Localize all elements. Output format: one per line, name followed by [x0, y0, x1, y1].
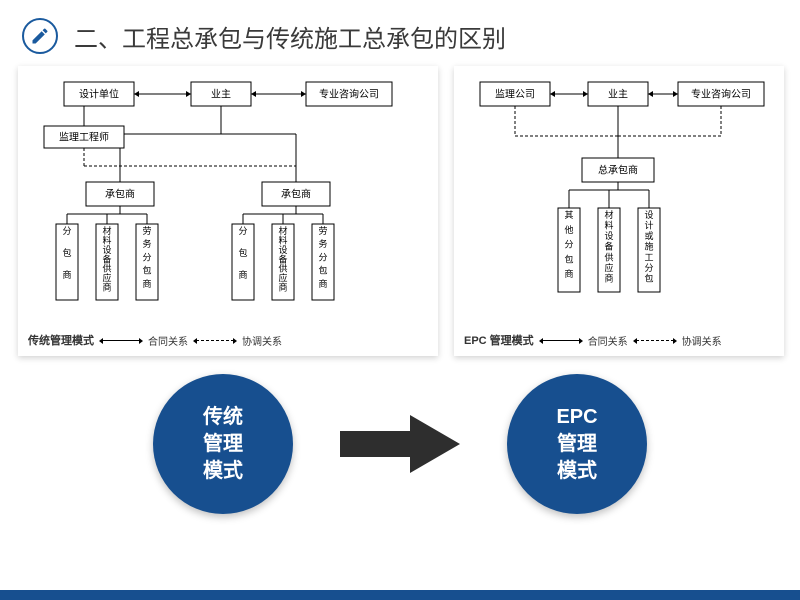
svg-text:总承包商: 总承包商 — [598, 164, 638, 177]
svg-text:监理公司: 监理公司 — [495, 88, 535, 101]
svg-text:分: 分 — [318, 252, 327, 262]
svg-text:计: 计 — [644, 220, 653, 231]
svg-text:备: 备 — [102, 253, 111, 264]
circle1-l1: 传统 — [203, 404, 243, 431]
legend-right: EPC 管理模式 合同关系 协调关系 — [464, 332, 774, 348]
svg-text:包: 包 — [564, 253, 573, 264]
circle1-l2: 管理 — [203, 431, 243, 458]
legend-title: EPC 管理模式 — [464, 332, 534, 348]
svg-text:商: 商 — [142, 278, 151, 289]
bottom-row: 传统 管理 模式 EPC 管理 模式 — [0, 374, 800, 514]
svg-text:商: 商 — [604, 272, 613, 283]
svg-text:其: 其 — [564, 210, 573, 220]
svg-text:应: 应 — [278, 272, 287, 283]
svg-text:料: 料 — [604, 220, 613, 231]
diagram-traditional: 设计单位业主专业咨询公司监理工程师承包商承包商分包商材料设备供应商劳务分包商分包… — [18, 66, 438, 356]
diagram-left-svg: 设计单位业主专业咨询公司监理工程师承包商承包商分包商材料设备供应商劳务分包商分包… — [26, 72, 430, 327]
legend-solid-icon — [102, 340, 140, 341]
svg-text:材: 材 — [604, 209, 613, 220]
svg-text:工: 工 — [644, 252, 653, 262]
circle2-l3: 模式 — [557, 458, 597, 485]
legend-left: 传统管理模式 合同关系 协调关系 — [28, 332, 428, 348]
svg-text:商: 商 — [62, 269, 71, 280]
svg-text:备: 备 — [278, 253, 287, 264]
svg-text:承包商: 承包商 — [105, 188, 135, 201]
svg-text:劳: 劳 — [318, 225, 327, 236]
legend-dash-label: 协调关系 — [242, 333, 282, 348]
svg-text:包: 包 — [238, 247, 247, 258]
svg-text:施: 施 — [644, 241, 653, 252]
svg-text:分: 分 — [564, 240, 573, 250]
svg-text:备: 备 — [604, 241, 613, 252]
svg-text:商: 商 — [318, 278, 327, 289]
legend-dash-icon — [636, 340, 674, 341]
circle-traditional: 传统 管理 模式 — [153, 374, 293, 514]
svg-text:应: 应 — [604, 262, 613, 273]
svg-text:业主: 业主 — [608, 89, 628, 101]
svg-text:设: 设 — [644, 210, 653, 220]
circle2-l2: 管理 — [557, 431, 597, 458]
svg-text:分: 分 — [142, 252, 151, 262]
header: 二、工程总承包与传统施工总承包的区别 — [0, 0, 800, 66]
svg-text:料: 料 — [278, 234, 287, 245]
svg-text:监理工程师: 监理工程师 — [59, 131, 109, 144]
svg-text:包: 包 — [318, 265, 327, 276]
svg-text:包: 包 — [62, 247, 71, 258]
svg-text:供: 供 — [604, 251, 613, 262]
diagram-right-svg: 监理公司业主专业咨询公司总承包商其他分包商材料设备供应商设计或施工分包 — [462, 72, 776, 327]
svg-text:劳: 劳 — [142, 225, 151, 236]
svg-text:承包商: 承包商 — [281, 188, 311, 201]
svg-text:商: 商 — [102, 282, 111, 293]
svg-text:务: 务 — [318, 238, 327, 249]
svg-text:分: 分 — [238, 226, 247, 236]
svg-text:分: 分 — [644, 263, 653, 273]
svg-text:包: 包 — [142, 265, 151, 276]
svg-text:他: 他 — [564, 224, 573, 235]
svg-text:务: 务 — [142, 238, 151, 249]
arrow-right-icon — [335, 409, 465, 479]
legend-solid-label: 合同关系 — [148, 333, 188, 348]
diagram-epc: 监理公司业主专业咨询公司总承包商其他分包商材料设备供应商设计或施工分包 EPC … — [454, 66, 784, 356]
page-title: 二、工程总承包与传统施工总承包的区别 — [74, 19, 506, 54]
svg-text:业主: 业主 — [211, 89, 231, 101]
svg-text:设: 设 — [604, 231, 613, 241]
svg-text:材: 材 — [102, 225, 111, 236]
circle2-l1: EPC — [556, 404, 597, 431]
svg-text:应: 应 — [102, 272, 111, 283]
pencil-circle-icon — [22, 18, 58, 54]
svg-text:商: 商 — [564, 268, 573, 279]
svg-text:供: 供 — [278, 263, 287, 274]
svg-text:分: 分 — [62, 226, 71, 236]
svg-text:商: 商 — [278, 282, 287, 293]
legend-dash-label: 协调关系 — [682, 333, 722, 348]
diagrams-row: 设计单位业主专业咨询公司监理工程师承包商承包商分包商材料设备供应商劳务分包商分包… — [0, 66, 800, 356]
svg-text:商: 商 — [238, 269, 247, 280]
legend-dash-icon — [196, 340, 234, 341]
footer-bar — [0, 590, 800, 600]
svg-text:料: 料 — [102, 234, 111, 245]
svg-text:专业咨询公司: 专业咨询公司 — [691, 88, 751, 101]
circle1-l3: 模式 — [203, 458, 243, 485]
svg-text:专业咨询公司: 专业咨询公司 — [319, 88, 379, 101]
legend-solid-label: 合同关系 — [588, 333, 628, 348]
legend-title: 传统管理模式 — [28, 332, 94, 348]
svg-text:设计单位: 设计单位 — [79, 88, 119, 101]
svg-text:供: 供 — [102, 263, 111, 274]
legend-solid-icon — [542, 340, 580, 341]
svg-text:或: 或 — [644, 230, 653, 241]
svg-text:材: 材 — [278, 225, 287, 236]
svg-text:包: 包 — [644, 272, 653, 283]
circle-epc: EPC 管理 模式 — [507, 374, 647, 514]
